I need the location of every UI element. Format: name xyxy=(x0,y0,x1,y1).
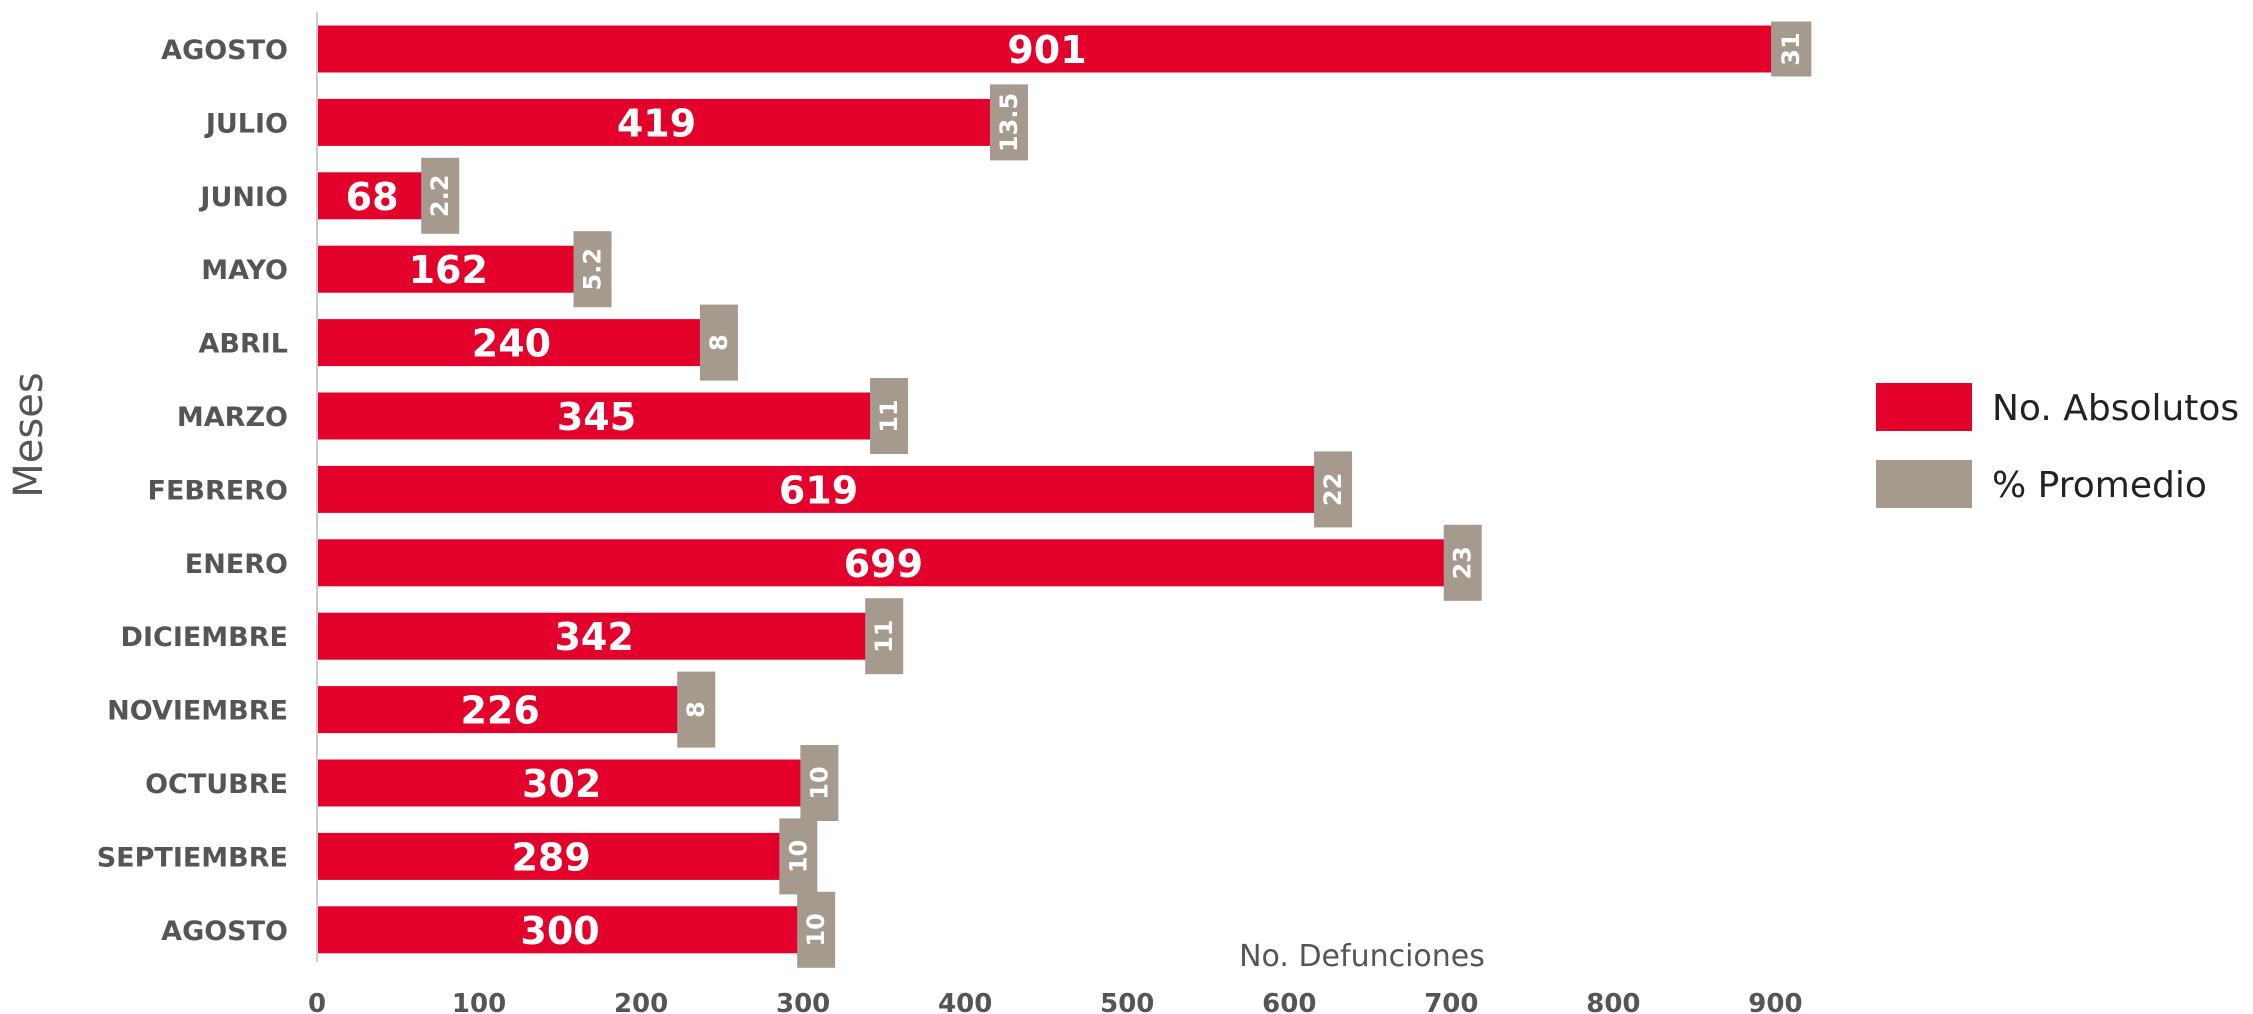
x-tick-label: 400 xyxy=(938,989,992,1014)
x-tick-label: 500 xyxy=(1100,989,1154,1014)
data-label-absolutos: 901 xyxy=(1007,28,1086,72)
category-label: SEPTIEMBRE xyxy=(97,842,288,873)
legend-label: % Promedio xyxy=(1992,465,2207,506)
data-label-promedio: 22 xyxy=(1319,473,1347,506)
category-label: AGOSTO xyxy=(161,916,288,947)
data-label-absolutos: 419 xyxy=(617,101,696,145)
bar-promedio xyxy=(797,891,836,968)
data-label-absolutos: 342 xyxy=(554,615,633,659)
bar-promedio xyxy=(1314,451,1353,528)
category-label: AGOSTO xyxy=(161,35,288,66)
bar-absolutos xyxy=(317,832,786,880)
category-label: ABRIL xyxy=(198,329,288,360)
bar-absolutos xyxy=(317,759,807,807)
data-label-promedio: 10 xyxy=(805,766,833,799)
bar-absolutos xyxy=(317,539,1450,587)
data-label-promedio: 23 xyxy=(1449,546,1477,579)
data-label-promedio: 10 xyxy=(784,840,812,873)
data-label-absolutos: 68 xyxy=(346,175,399,219)
x-tick-label: 800 xyxy=(1586,989,1640,1014)
category-label: FEBRERO xyxy=(148,475,288,506)
bar-promedio xyxy=(870,378,909,454)
data-label-promedio: 5.2 xyxy=(579,248,607,291)
category-label: NOVIEMBRE xyxy=(107,696,288,727)
category-label: ENERO xyxy=(185,549,288,580)
data-label-absolutos: 300 xyxy=(520,909,599,953)
x-axis-title: No. Defunciones xyxy=(1239,939,1485,974)
x-tick-label: 700 xyxy=(1424,989,1478,1014)
x-tick-labels: 0 100 200 300 400 500 600 700 800 900 xyxy=(308,989,1803,1014)
category-label: MAYO xyxy=(201,255,288,286)
category-labels: AGOSTO JULIO JUNIO MAYO ABRIL MARZO FEBRERO ENE… xyxy=(97,35,288,947)
legend-swatch xyxy=(1876,383,1972,431)
legend-label: No. Absolutos xyxy=(1992,388,2239,429)
bar-promedio xyxy=(699,304,738,381)
category-label: MARZO xyxy=(177,402,288,433)
bar-absolutos xyxy=(317,98,996,146)
bar-promedio xyxy=(779,818,818,895)
bar-promedio xyxy=(1771,21,1812,77)
data-label-promedio: 10 xyxy=(802,913,830,946)
x-tick-label: 200 xyxy=(614,989,668,1014)
bar-promedio xyxy=(1443,524,1482,601)
data-label-promedio: 2.2 xyxy=(426,175,454,218)
category-label: DICIEMBRE xyxy=(121,622,288,653)
x-tick-label: 600 xyxy=(1262,989,1316,1014)
legend: No. Absolutos % Promedio xyxy=(1876,383,2239,508)
data-label-absolutos: 619 xyxy=(779,468,858,512)
category-label: OCTUBRE xyxy=(145,769,288,800)
x-tick-label: 0 xyxy=(308,989,326,1014)
x-tick-label: 300 xyxy=(776,989,830,1014)
data-label-absolutos: 699 xyxy=(844,542,923,586)
x-tick-label: 100 xyxy=(452,989,506,1014)
bar-absolutos xyxy=(317,245,580,293)
bar-promedio xyxy=(677,671,716,748)
data-label-promedio: 11 xyxy=(875,399,903,432)
bar-promedio xyxy=(421,157,460,234)
bar-absolutos xyxy=(317,465,1321,513)
data-label-absolutos: 162 xyxy=(409,248,488,292)
data-label-promedio: 31 xyxy=(1777,32,1805,65)
bar-absolutos xyxy=(317,319,706,367)
bar-promedio xyxy=(865,598,904,675)
data-label-promedio: 8 xyxy=(705,334,733,351)
bar-promedio xyxy=(800,745,839,821)
data-label-absolutos: 345 xyxy=(557,395,636,439)
y-axis-title: Meses xyxy=(6,372,52,497)
data-label-absolutos: 240 xyxy=(472,322,551,366)
data-label-promedio: 8 xyxy=(682,701,710,718)
bar-absolutos xyxy=(317,172,428,220)
category-label: JUNIO xyxy=(198,182,288,213)
bar-promedio xyxy=(989,84,1028,161)
bar-absolutos xyxy=(317,686,684,734)
bar-promedio xyxy=(573,231,612,308)
bar-absolutos xyxy=(317,392,877,440)
x-tick-label: 900 xyxy=(1748,989,1802,1014)
bar-absolutos xyxy=(317,906,804,954)
legend-swatch xyxy=(1876,460,1972,508)
data-label-promedio: 13.5 xyxy=(995,93,1023,152)
bars-group: 901 31 419 13.5 68 2.2 162 5.2 240 8 345 11 619 22 699… xyxy=(317,21,1812,968)
data-label-promedio: 11 xyxy=(870,619,898,652)
bar-absolutos xyxy=(317,612,872,660)
data-label-absolutos: 289 xyxy=(511,835,590,879)
category-label: JULIO xyxy=(204,108,288,139)
data-label-absolutos: 226 xyxy=(460,689,539,733)
data-label-absolutos: 302 xyxy=(522,762,601,806)
bar-absolutos xyxy=(317,25,1778,73)
